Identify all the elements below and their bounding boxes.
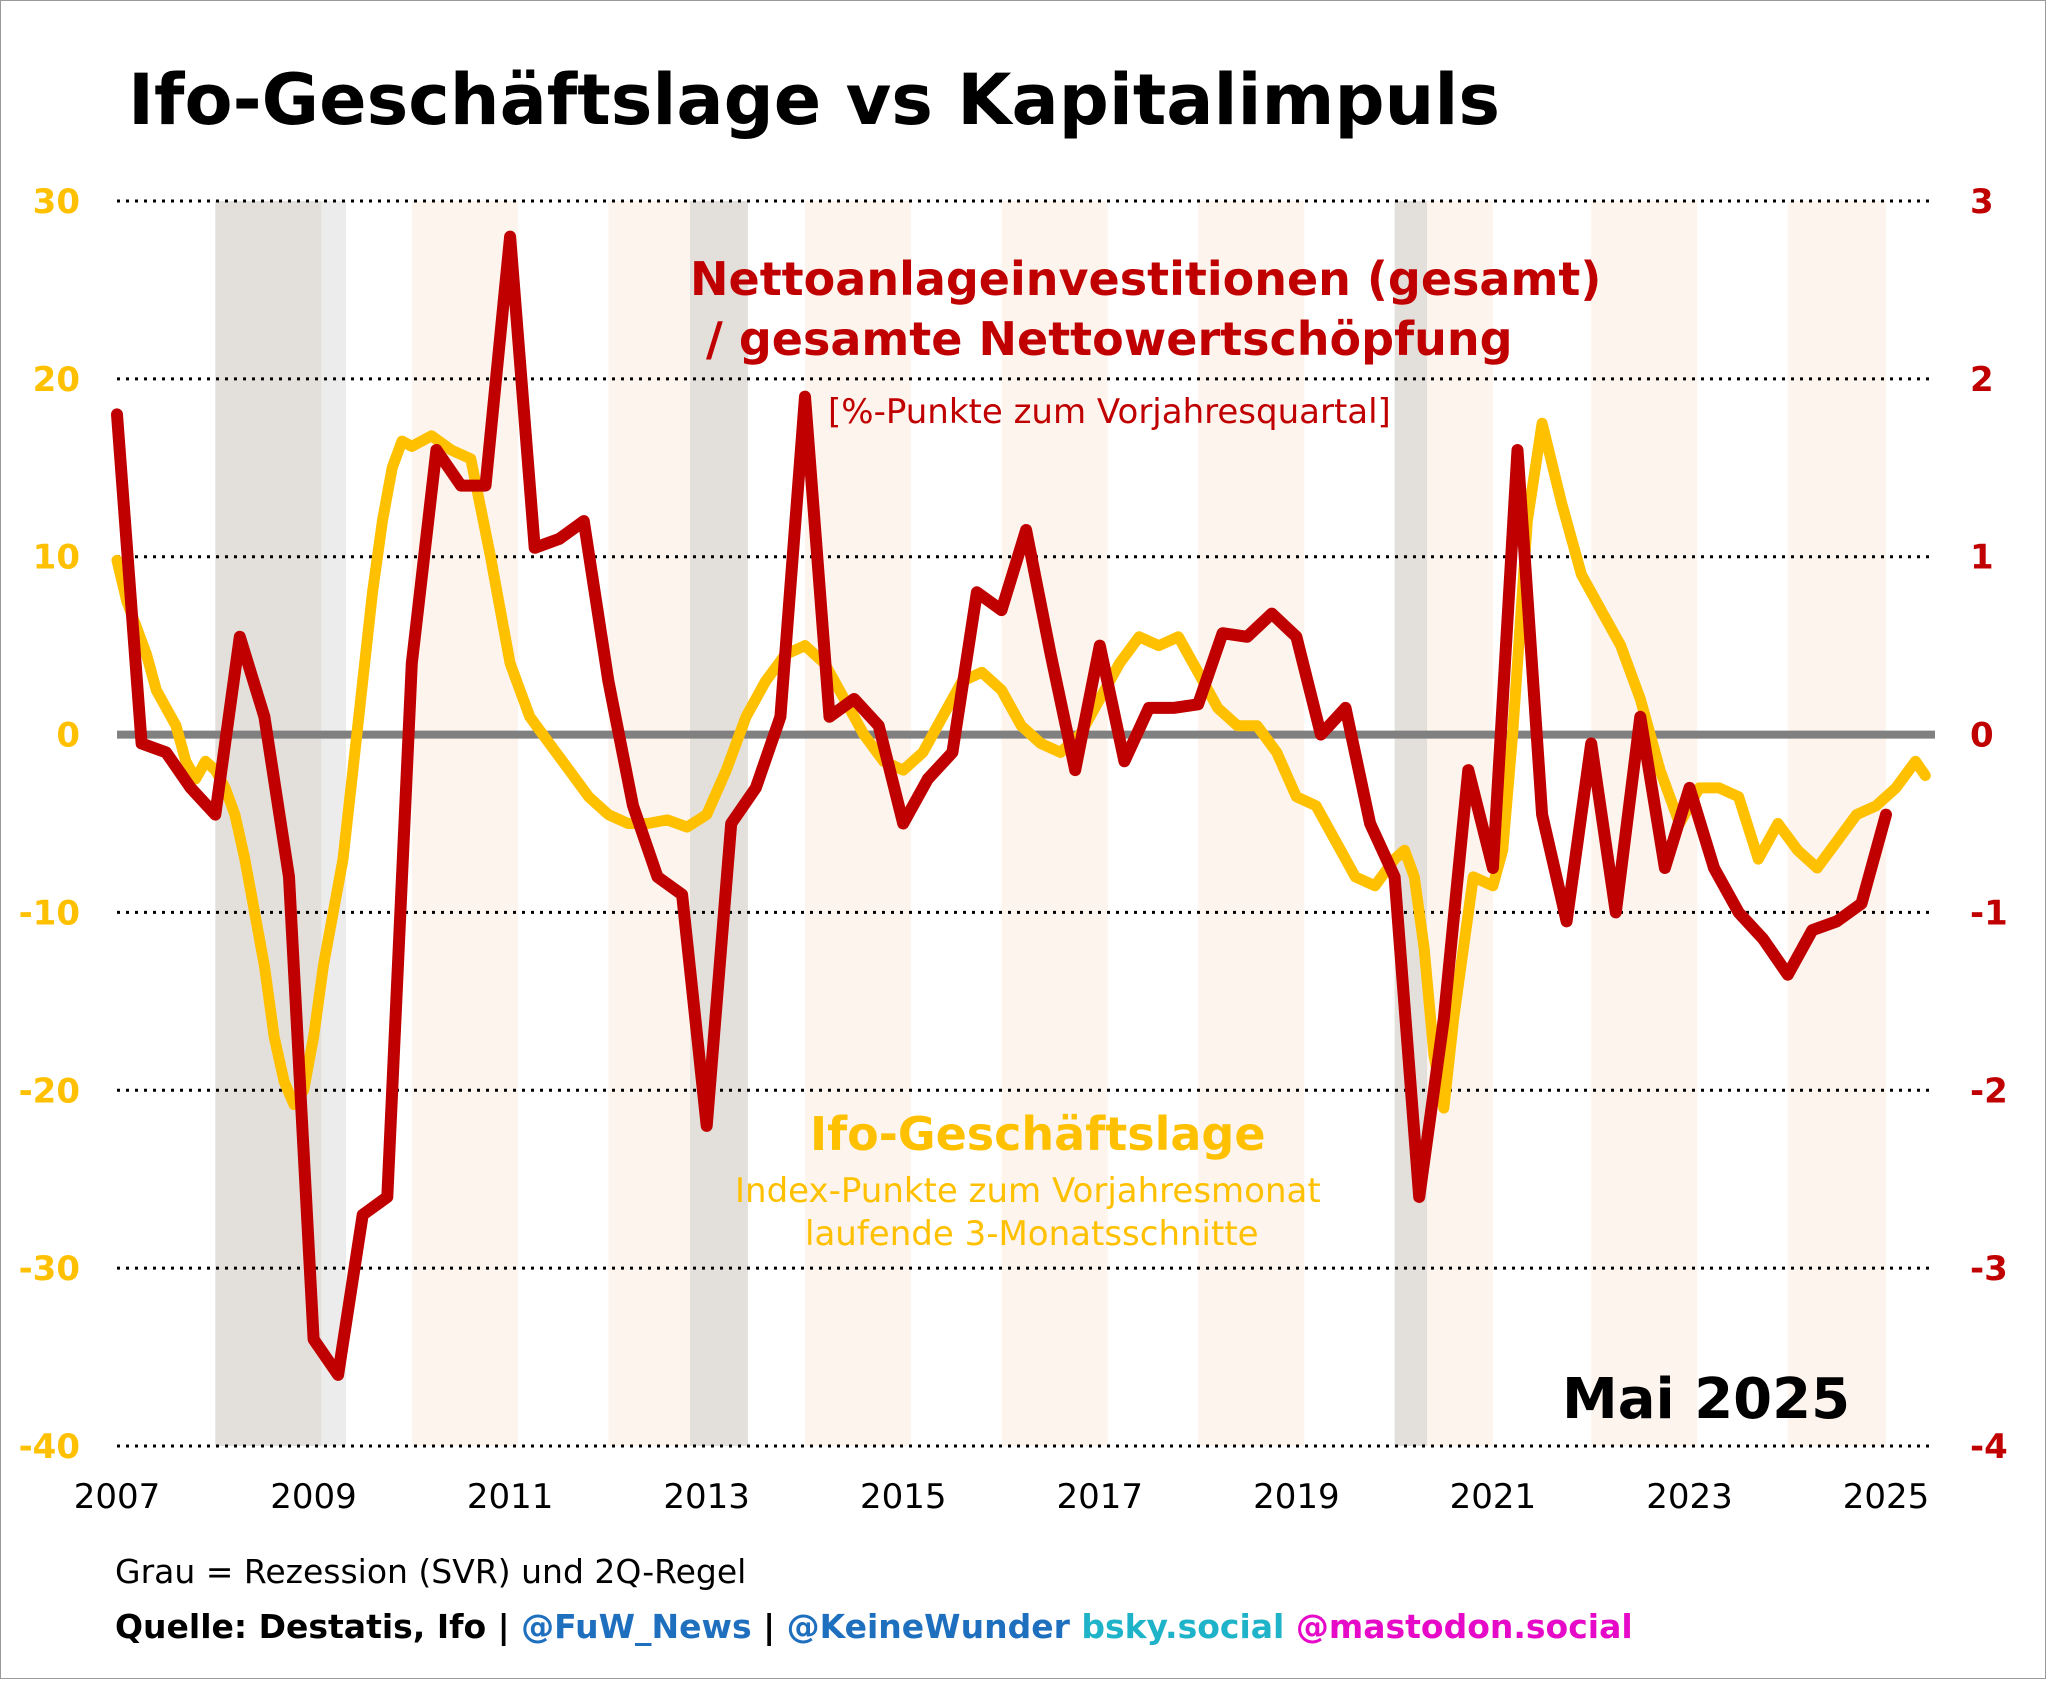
left-tick-label: -20 xyxy=(19,1071,80,1111)
footnote-recession: Grau = Rezession (SVR) und 2Q-Regel xyxy=(115,1552,746,1591)
left-axis: 30 20 10 0 -10 -20 -30 -40 xyxy=(19,182,80,1467)
gridlines xyxy=(117,199,1935,1448)
left-tick-label: 10 xyxy=(33,538,80,578)
x-tick-label: 2009 xyxy=(270,1477,357,1517)
left-tick-label: -40 xyxy=(19,1427,80,1467)
ifo-unit-label-2: laufende 3-Monatsschnitte xyxy=(805,1214,1259,1254)
source-line: Quelle: Destatis, Ifo | @FuW_News | @Kei… xyxy=(115,1607,1633,1646)
x-axis: 2007 2009 2011 2013 2015 2017 2019 2021 2023 2025 xyxy=(74,1477,1930,1517)
ifo-unit-label-1: Index-Punkte zum Vorjahresmonat xyxy=(735,1171,1321,1211)
x-tick-label: 2007 xyxy=(74,1477,161,1517)
date-stamp: Mai 2025 xyxy=(1562,1367,1850,1432)
x-tick-label: 2025 xyxy=(1843,1477,1930,1517)
right-tick-label: 1 xyxy=(1970,538,1994,578)
ifo-label: Ifo-Geschäftslage xyxy=(810,1107,1266,1161)
right-tick-label: 2 xyxy=(1970,360,1994,400)
mastodon-handle[interactable]: @mastodon.social xyxy=(1284,1607,1632,1646)
chart-title: Ifo-Geschäftslage vs Kapitalimpuls xyxy=(128,59,1500,141)
right-tick-label: 3 xyxy=(1970,182,1994,222)
left-tick-label: -10 xyxy=(19,893,80,933)
keinewunder-handle[interactable]: @KeineWunder xyxy=(787,1607,1071,1646)
year-band-3 xyxy=(1001,201,1108,1446)
source-separator: | xyxy=(752,1607,787,1646)
year-band-7 xyxy=(1787,201,1887,1446)
x-tick-label: 2013 xyxy=(663,1477,750,1517)
x-tick-label: 2023 xyxy=(1646,1477,1733,1517)
invest-label-line2: / gesamte Nettowertschöpfung xyxy=(706,312,1513,366)
right-axis: 3 2 1 0 -1 -2 -3 -4 xyxy=(1970,182,2008,1467)
x-tick-label: 2011 xyxy=(467,1477,554,1517)
right-tick-label: 0 xyxy=(1970,716,1994,756)
year-band-4 xyxy=(1198,201,1305,1446)
year-band-2 xyxy=(804,201,912,1446)
invest-label-line1: Nettoanlageinvestitionen (gesamt) xyxy=(690,252,1601,306)
invest-unit-label: [%-Punkte zum Vorjahresquartal] xyxy=(828,392,1391,432)
x-tick-label: 2017 xyxy=(1057,1477,1144,1517)
background-bands xyxy=(215,201,1887,1446)
source-text: Quelle: Destatis, Ifo | xyxy=(115,1607,521,1646)
x-tick-label: 2021 xyxy=(1450,1477,1537,1517)
recession-band-3 xyxy=(1394,201,1428,1446)
right-tick-label: -1 xyxy=(1970,893,2008,933)
right-tick-label: -3 xyxy=(1970,1249,2008,1289)
bsky-handle[interactable]: bsky.social xyxy=(1070,1607,1284,1646)
series-lines xyxy=(111,230,1931,1381)
right-tick-label: -2 xyxy=(1970,1071,2008,1111)
right-tick-label: -4 xyxy=(1970,1427,2008,1467)
invest-series-line xyxy=(111,230,1892,1381)
left-tick-label: 30 xyxy=(33,182,80,222)
left-tick-label: -30 xyxy=(19,1249,80,1289)
x-tick-label: 2019 xyxy=(1253,1477,1340,1517)
left-tick-label: 20 xyxy=(33,360,80,400)
fuw-handle[interactable]: @FuW_News xyxy=(521,1607,751,1646)
left-tick-label: 0 xyxy=(56,716,80,756)
year-band-0 xyxy=(411,201,518,1446)
x-tick-label: 2015 xyxy=(860,1477,947,1517)
